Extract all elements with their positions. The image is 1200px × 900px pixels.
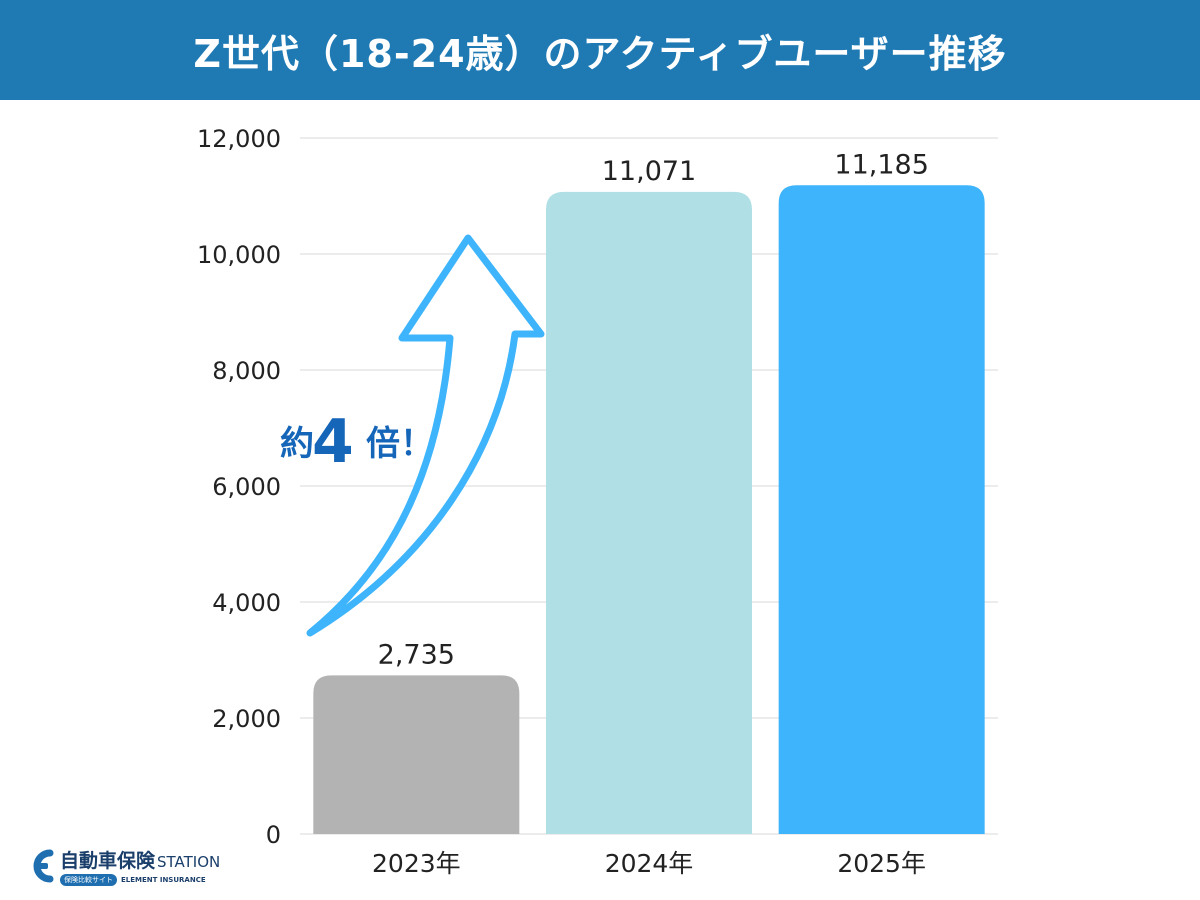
chart-title: Z世代（18-24歳）のアクティブユーザー推移 [193,31,1007,76]
logo-main-text: 自動車保険 [60,850,156,872]
x-axis: 2023年 2024年 2025年 [372,849,926,878]
bars [313,185,985,834]
x-tick-label: 2025年 [837,849,926,878]
y-tick-label: 2,000 [212,705,281,733]
logo-badge: 保険比較サイト [60,874,117,886]
y-axis: 0 2,000 4,000 6,000 8,000 10,000 12,000 [197,125,281,849]
x-tick-label: 2023年 [372,849,461,878]
x-tick-label: 2024年 [605,849,694,878]
y-tick-label: 12,000 [197,125,281,153]
annotation-prefix: 約 [280,424,314,464]
y-tick-label: 4,000 [212,589,281,617]
y-tick-label: 8,000 [212,357,281,385]
annotation-number: 4 [312,407,354,477]
bar [313,675,520,834]
annotation-suffix: 倍！ [366,424,434,464]
site-logo: 自動車保険 STATION 保険比較サイト ELEMENT INSURANCE [28,846,220,886]
y-tick-label: 10,000 [197,241,281,269]
chart-header: Z世代（18-24歳）のアクティブユーザー推移 [0,0,1200,100]
data-label: 11,185 [834,149,928,180]
data-label: 2,735 [378,639,455,670]
logo-station-text: STATION [157,853,221,871]
bar [778,185,985,834]
data-label: 11,071 [602,156,696,187]
data-labels: 2,735 11,071 11,185 [378,149,929,670]
bar [546,191,752,834]
logo-e-icon [33,849,54,883]
logo-sub-text: ELEMENT INSURANCE [121,876,206,884]
y-tick-label: 6,000 [212,473,281,501]
y-tick-label: 0 [266,821,281,849]
growth-arrow-icon [306,234,545,637]
growth-annotation: 約 4 倍！ [280,234,545,637]
